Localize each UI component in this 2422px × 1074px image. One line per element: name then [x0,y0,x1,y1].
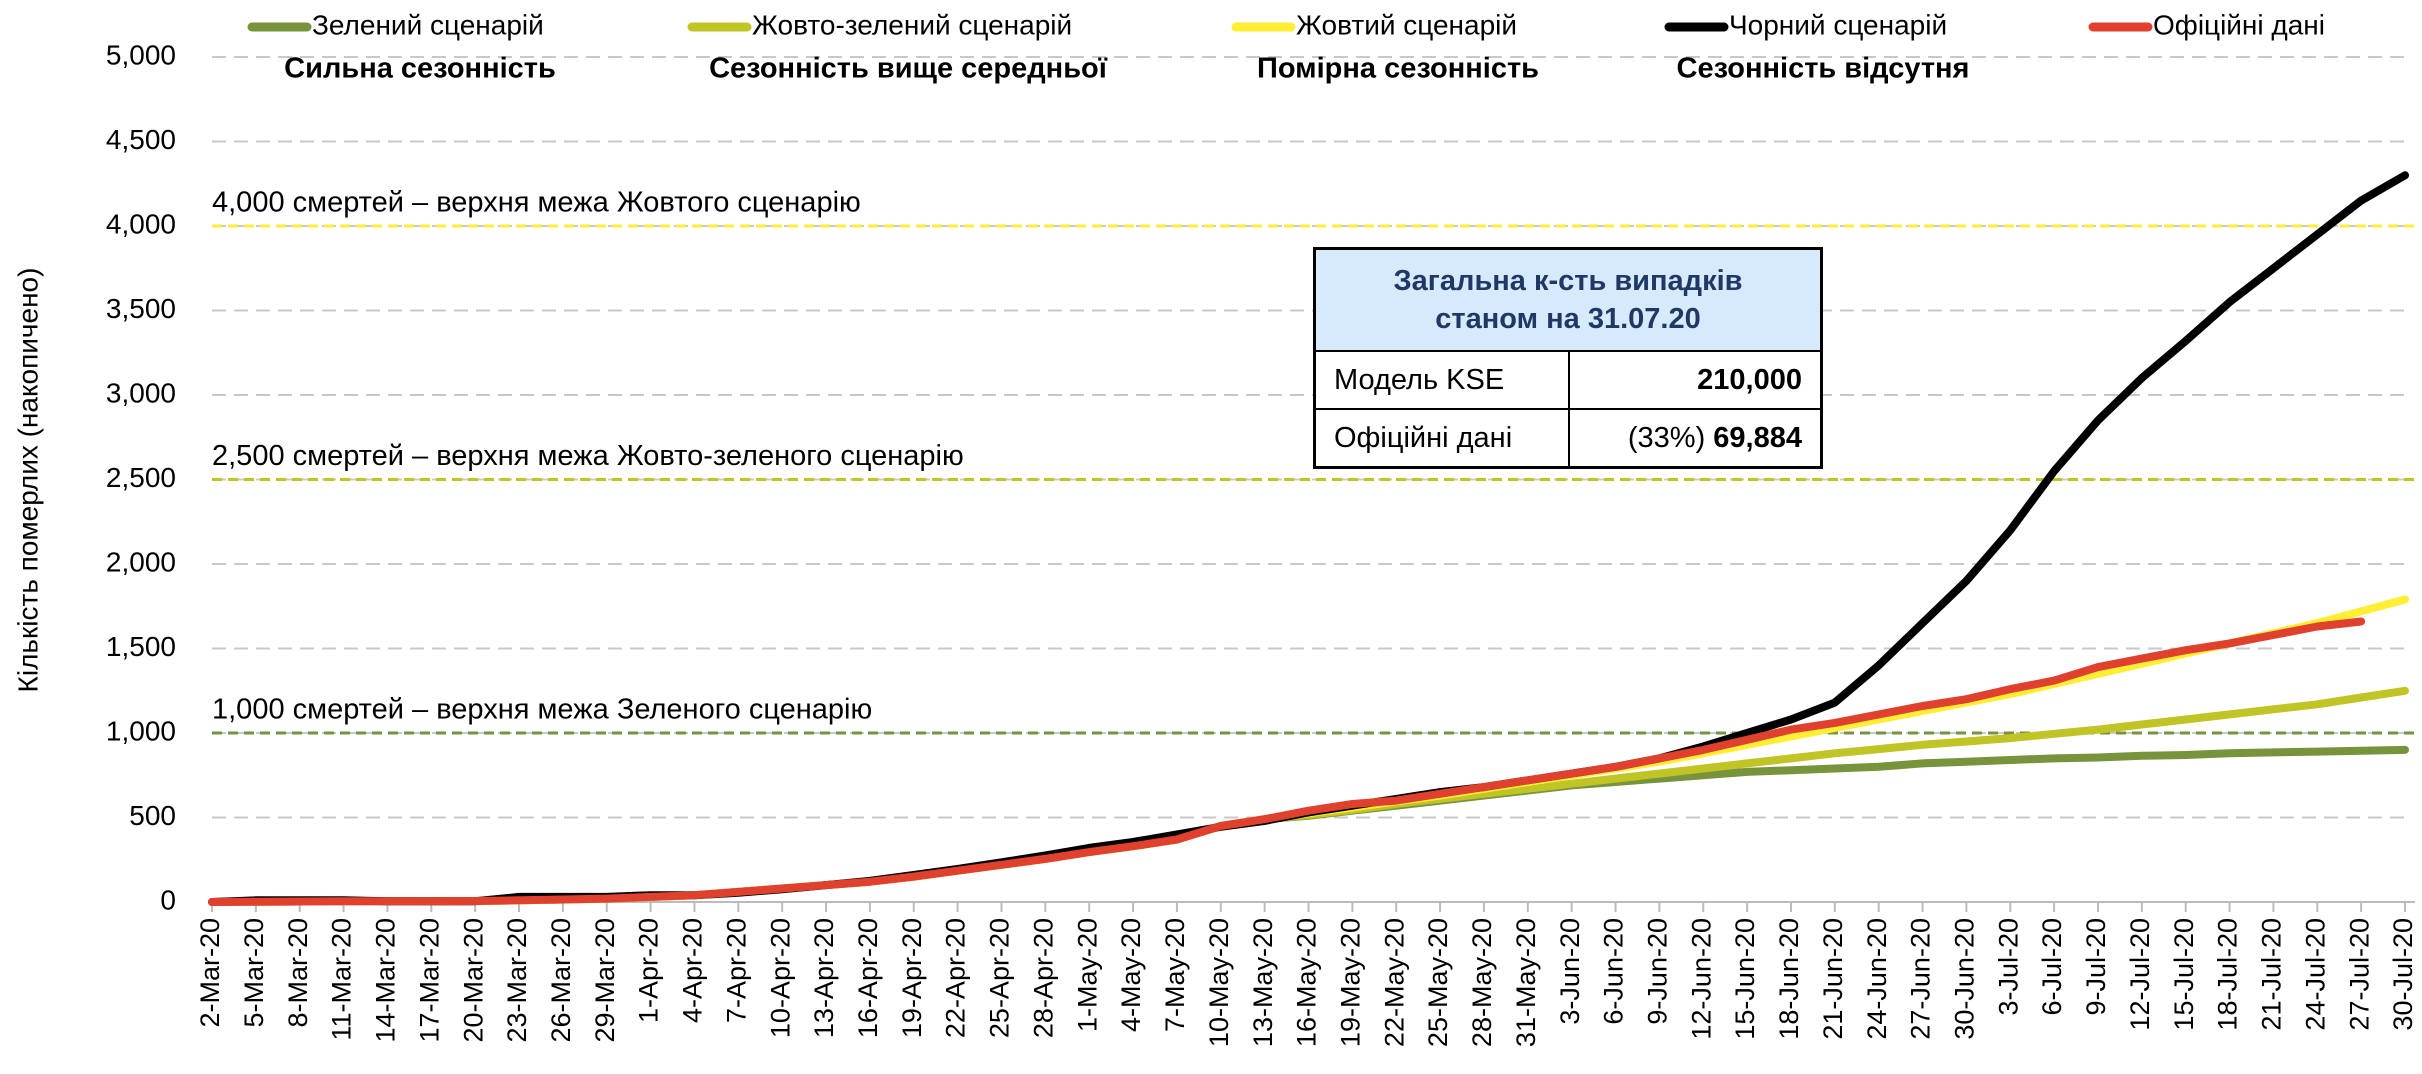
legend-note: Сезонність відсутня [1677,53,1970,85]
x-tick-label: 24-Jul-20 [2300,918,2330,1031]
legend-note: Сезонність вище середньої [709,53,1108,85]
x-tick-label: 25-May-20 [1423,918,1453,1047]
x-tick-label: 8-Mar-20 [283,918,313,1028]
x-tick-label: 9-Jul-20 [2081,918,2111,1016]
x-tick-label: 12-Jun-20 [1686,918,1716,1040]
x-tick-label: 3-Jun-20 [1555,918,1585,1025]
y-tick-label: 4,500 [106,124,176,155]
x-tick-label: 13-Apr-20 [809,918,839,1038]
row-prefix: (33%) [1627,421,1706,454]
legend-label: Зелений сценарій [312,9,544,40]
row-value: (33%) 69,884 [1570,422,1820,455]
x-tick-label: 15-Jun-20 [1730,918,1760,1040]
x-tick-label: 1-Apr-20 [634,918,664,1023]
x-tick-label: 5-Mar-20 [239,918,269,1028]
x-tick-label: 9-Jun-20 [1643,918,1673,1025]
x-tick-label: 25-Apr-20 [985,918,1015,1038]
x-tick-label: 27-Jun-20 [1906,918,1936,1040]
y-tick-label: 1,500 [106,631,176,662]
x-tick-label: 28-May-20 [1467,918,1497,1047]
x-tick-label: 19-May-20 [1335,918,1365,1047]
x-tick-label: 7-May-20 [1160,918,1190,1032]
x-tick-label: 2-Mar-20 [195,918,225,1028]
x-tick-label: 21-Jun-20 [1818,918,1848,1040]
y-tick-label: 5,000 [106,39,176,70]
x-tick-label: 10-May-20 [1204,918,1234,1047]
legend-label: Офіційні дані [2153,9,2325,40]
x-tick-label: 30-Jul-20 [2388,918,2418,1031]
threshold-label: 4,000 смертей – верхня межа Жовтого сцен… [212,187,861,219]
x-tick-label: 21-Jul-20 [2257,918,2287,1031]
legend-label: Жовто-зелений сценарій [752,9,1072,40]
legend-label: Чорний сценарій [1729,9,1947,40]
x-tick-label: 16-May-20 [1292,918,1322,1047]
y-tick-label: 2,000 [106,546,176,577]
summary-table: Загальна к-сть випадків станом на 31.07.2… [1313,247,1823,469]
row-number: 69,884 [1713,421,1802,454]
x-tick-label: 16-Apr-20 [853,918,883,1038]
x-tick-label: 22-May-20 [1379,918,1409,1047]
x-tick-label: 30-Jun-20 [1950,918,1980,1040]
y-axis-label: Кількість померлих (накопичено) [12,268,43,693]
x-tick-label: 19-Apr-20 [897,918,927,1038]
x-tick-label: 3-Jul-20 [1993,918,2023,1016]
legend-label: Жовтий сценарій [1296,9,1517,40]
series-line [208,595,2409,906]
y-tick-label: 500 [129,800,176,831]
x-tick-label: 13-May-20 [1248,918,1278,1047]
x-tick-label: 31-May-20 [1511,918,1541,1047]
threshold-label: 2,500 смертей – верхня межа Жовто-зелено… [212,440,964,472]
x-tick-label: 4-May-20 [1116,918,1146,1032]
table-row: Офіційні дані (33%) 69,884 [1316,408,1820,466]
x-tick-label: 15-Jul-20 [2169,918,2199,1031]
x-tick-label: 18-Jul-20 [2213,918,2243,1031]
series-line [208,171,2409,906]
y-tick-label: 3,500 [106,293,176,324]
x-tick-label: 20-Mar-20 [458,918,488,1043]
y-tick-label: 1,000 [106,715,176,746]
legend-note: Сильна сезонність [284,53,556,85]
series-line [208,745,2409,906]
x-tick-label: 29-Mar-20 [590,918,620,1043]
row-label: Модель KSE [1316,352,1570,408]
table-header: Загальна к-сть випадків станом на 31.07.2… [1316,250,1820,352]
x-tick-label: 6-Jun-20 [1599,918,1629,1025]
y-tick-label: 3,000 [106,377,176,408]
series-line [208,617,2366,906]
x-tick-label: 28-Apr-20 [1028,918,1058,1038]
threshold-label: 1,000 смертей – верхня межа Зеленого сце… [212,694,872,726]
legend-note: Помірна сезонність [1257,53,1539,85]
table-row: Модель KSE 210,000 [1316,352,1820,408]
x-tick-label: 17-Mar-20 [414,918,444,1043]
x-tick-label: 10-Apr-20 [765,918,795,1038]
x-tick-label: 12-Jul-20 [2125,918,2155,1031]
x-tick-label: 6-Jul-20 [2037,918,2067,1016]
x-tick-label: 14-Mar-20 [371,918,401,1043]
x-tick-label: 23-Mar-20 [502,918,532,1043]
x-tick-label: 24-Jun-20 [1862,918,1892,1040]
y-tick-label: 4,000 [106,208,176,239]
y-tick-label: 0 [160,884,176,915]
x-tick-label: 4-Apr-20 [678,918,708,1023]
row-value: 210,000 [1697,363,1802,396]
table-subtitle: станом на 31.07.20 [1435,303,1701,335]
y-tick-label: 2,500 [106,462,176,493]
x-tick-label: 18-Jun-20 [1774,918,1804,1040]
row-label: Офіційні дані [1316,410,1570,466]
x-tick-label: 7-Apr-20 [721,918,751,1023]
table-title: Загальна к-сть випадків [1393,265,1743,297]
x-tick-label: 11-Mar-20 [327,918,357,1041]
x-tick-label: 26-Mar-20 [546,918,576,1043]
x-tick-label: 22-Apr-20 [941,918,971,1038]
x-tick-label: 27-Jul-20 [2344,918,2374,1031]
x-tick-label: 1-May-20 [1072,918,1102,1032]
